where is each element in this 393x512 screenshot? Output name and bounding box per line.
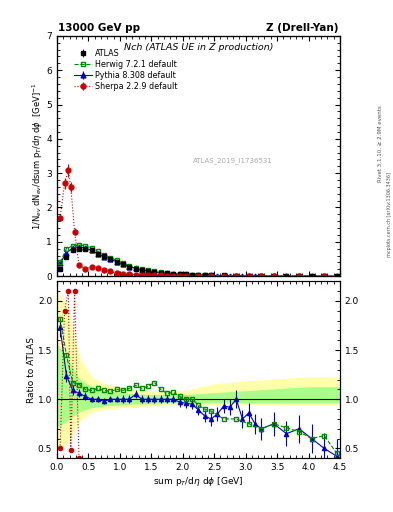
- Text: Z (Drell-Yan): Z (Drell-Yan): [266, 23, 339, 33]
- Text: ATLAS_2019_I1736531: ATLAS_2019_I1736531: [193, 157, 272, 164]
- Text: 13000 GeV pp: 13000 GeV pp: [58, 23, 140, 33]
- Y-axis label: Ratio to ATLAS: Ratio to ATLAS: [28, 337, 37, 403]
- Y-axis label: 1/N$_{ev}$ dN$_{ev}$/dsum p$_{T}$/d$\eta$ d$\phi$  [GeV]$^{-1}$: 1/N$_{ev}$ dN$_{ev}$/dsum p$_{T}$/d$\eta…: [31, 82, 45, 230]
- Text: Rivet 3.1.10, ≥ 2.9M events: Rivet 3.1.10, ≥ 2.9M events: [378, 105, 383, 182]
- X-axis label: sum p$_{T}$/d$\eta$ d$\phi$ [GeV]: sum p$_{T}$/d$\eta$ d$\phi$ [GeV]: [153, 475, 244, 488]
- Legend: ATLAS, Herwig 7.2.1 default, Pythia 8.308 default, Sherpa 2.2.9 default: ATLAS, Herwig 7.2.1 default, Pythia 8.30…: [72, 47, 179, 92]
- Text: Nch (ATLAS UE in Z production): Nch (ATLAS UE in Z production): [124, 43, 273, 52]
- Text: mcplots.cern.ch [arXiv:1306.3436]: mcplots.cern.ch [arXiv:1306.3436]: [387, 173, 391, 258]
